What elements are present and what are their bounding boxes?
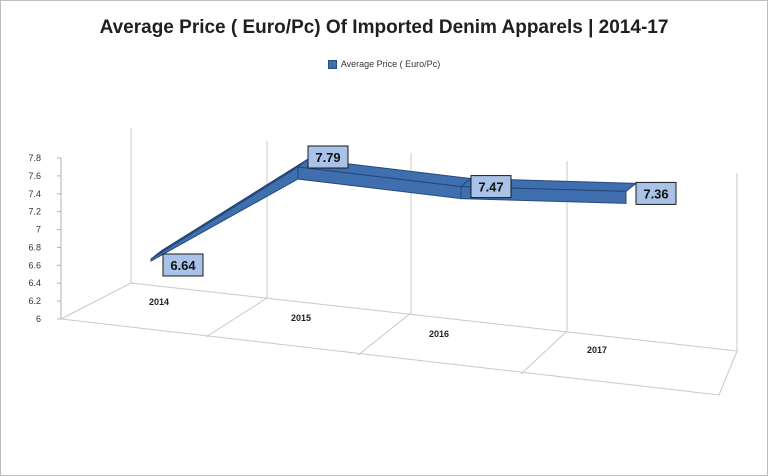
category-label: 2016 <box>429 329 449 339</box>
category-label: 2017 <box>587 345 607 355</box>
floor-divider <box>357 312 412 356</box>
y-tick-label: 7.2 <box>28 207 41 217</box>
label-layer: 6.64 7.79 7.47 7.36 <box>162 145 677 277</box>
chart-floor <box>59 282 738 396</box>
data-label: 6.64 <box>170 258 196 273</box>
y-tick-label: 6.2 <box>28 296 41 306</box>
y-tick-label: 7.8 <box>28 153 41 163</box>
category-label: 2014 <box>149 297 169 307</box>
chart-title: Average Price ( Euro/Pc) Of Imported Den… <box>99 17 669 38</box>
y-tick-label: 6.4 <box>28 278 41 288</box>
series-layer <box>150 158 638 262</box>
data-label: 7.79 <box>315 150 340 165</box>
data-label-box <box>635 181 677 205</box>
grid-layer <box>130 128 738 351</box>
y-tick-label: 7.4 <box>28 189 41 199</box>
data-label-box <box>162 253 204 277</box>
data-label: 7.47 <box>478 180 503 195</box>
y-tick-label: 6.6 <box>28 260 41 270</box>
category-label: 2015 <box>291 313 311 323</box>
y-tick-label: 7.6 <box>28 171 41 181</box>
legend-swatch <box>327 59 337 69</box>
floor-divider <box>205 297 268 338</box>
series-ribbon-face <box>150 166 299 262</box>
legend-label: Average Price ( Euro/Pc) <box>340 59 441 69</box>
axis-layer: 6 6.2 6.4 6.6 6.8 7 7.2 7.4 7.6 7.8 <box>28 153 62 324</box>
chart-legend: Average Price ( Euro/Pc) <box>1 59 767 69</box>
y-tick-label: 7 <box>36 225 41 235</box>
y-tick-label: 6.8 <box>28 242 41 252</box>
data-label-box <box>470 175 512 199</box>
floor-divider <box>520 330 568 375</box>
y-tick-label: 6 <box>36 314 41 324</box>
data-label-box <box>307 145 349 169</box>
floor-layer: 2014 2015 2016 2017 <box>59 282 738 396</box>
data-label: 7.36 <box>643 186 668 201</box>
